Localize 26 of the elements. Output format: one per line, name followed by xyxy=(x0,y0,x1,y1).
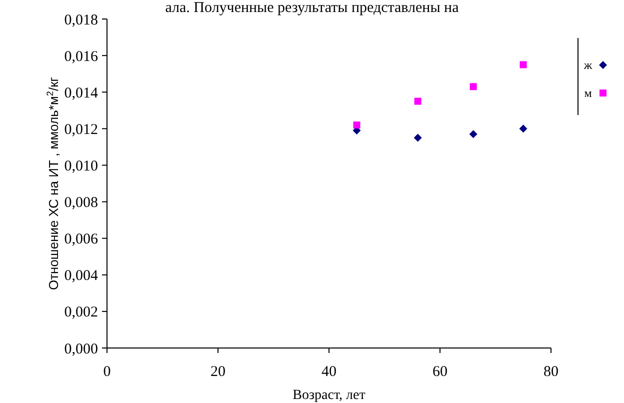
y-tick-label: 0,018 xyxy=(64,12,98,28)
text: ала. Полученные результаты представлены на xyxy=(165,0,460,16)
legend-label: м xyxy=(584,86,592,100)
point xyxy=(414,134,422,142)
x-tick-label: 80 xyxy=(544,364,558,380)
point xyxy=(414,98,422,105)
point xyxy=(469,130,478,138)
y-tick-label: 0,004 xyxy=(64,268,98,284)
point xyxy=(353,122,360,129)
x-tick-label: 0 xyxy=(103,364,111,380)
x-tick-label: 20 xyxy=(210,364,226,380)
y-tick-label: 0,016 xyxy=(64,48,98,65)
y-tick-label: 0,008 xyxy=(64,195,98,212)
point xyxy=(519,124,528,133)
y-tick-label: 0,000 xyxy=(64,341,98,358)
y-tick-label: 0,010 xyxy=(64,158,98,174)
legend-label: ж xyxy=(582,58,593,72)
y-tick-label: 0,014 xyxy=(64,85,98,102)
x-axis-title: Возраст, лет xyxy=(292,388,366,403)
x-tick-label: 60 xyxy=(432,364,448,380)
y-tick-label: 0,002 xyxy=(64,304,98,321)
y-tick-label: 0,012 xyxy=(64,122,98,138)
point xyxy=(520,61,527,68)
y-tick-label: 0,006 xyxy=(64,232,98,248)
x-tick-label: 40 xyxy=(322,364,336,380)
point xyxy=(470,83,477,90)
